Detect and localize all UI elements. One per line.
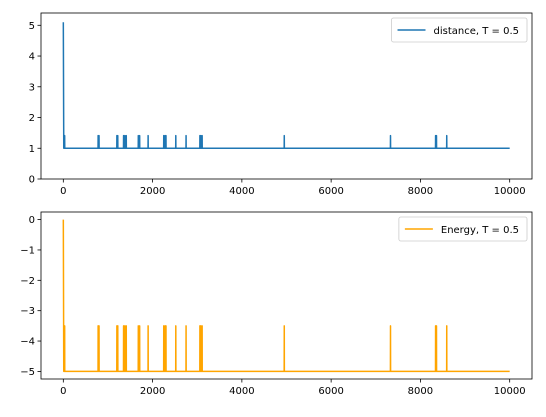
y-tick-label: 1 [29,144,35,155]
energy-panel: Energy, T = 0.5 0 2000 4000 6000 8000 10000 0 −1… [20,211,533,397]
y-tick-label: −3 [20,306,35,317]
x-tick-label: 0 [60,186,66,197]
x-tick-label: 4000 [229,386,254,397]
x-tick-label: 8000 [408,186,433,197]
x-tick-label: 2000 [140,186,165,197]
y-tick-label: −1 [20,245,35,256]
series-line-0-0 [62,22,510,150]
y-tick-label: 0 [29,215,35,226]
distance-panel: distance, T = 0.5 0 2000 4000 6000 8000 10000 0… [29,12,533,197]
legend: Energy, T = 0.5 [398,216,528,242]
axes-frame [40,211,533,380]
y-tick-label: 2 [29,113,35,124]
x-tick-label: 4000 [229,186,254,197]
y-tick-label: 4 [29,52,35,63]
x-tick-label: 6000 [318,186,343,197]
y-tick-label: 0 [29,175,35,186]
x-tick-label: 10000 [494,186,526,197]
x-tick-label: 6000 [318,386,343,397]
y-tick-label: 5 [29,21,35,32]
x-tick-label: 2000 [140,386,165,397]
legend-label: distance, T = 0.5 [434,26,519,37]
legend-box [398,216,528,242]
x-tick-label: 10000 [494,386,526,397]
legend: distance, T = 0.5 [391,17,528,43]
y-tick-label: −2 [20,276,35,287]
x-tick-label: 0 [60,386,66,397]
legend-label: Energy, T = 0.5 [441,225,519,236]
series-line-1-0 [62,219,510,373]
y-tick-label: 3 [29,82,35,93]
axes-frame [40,12,533,180]
y-tick-label: −4 [20,337,35,348]
y-tick-label: −5 [20,367,35,378]
legend-box [391,17,528,43]
x-tick-label: 8000 [408,386,433,397]
